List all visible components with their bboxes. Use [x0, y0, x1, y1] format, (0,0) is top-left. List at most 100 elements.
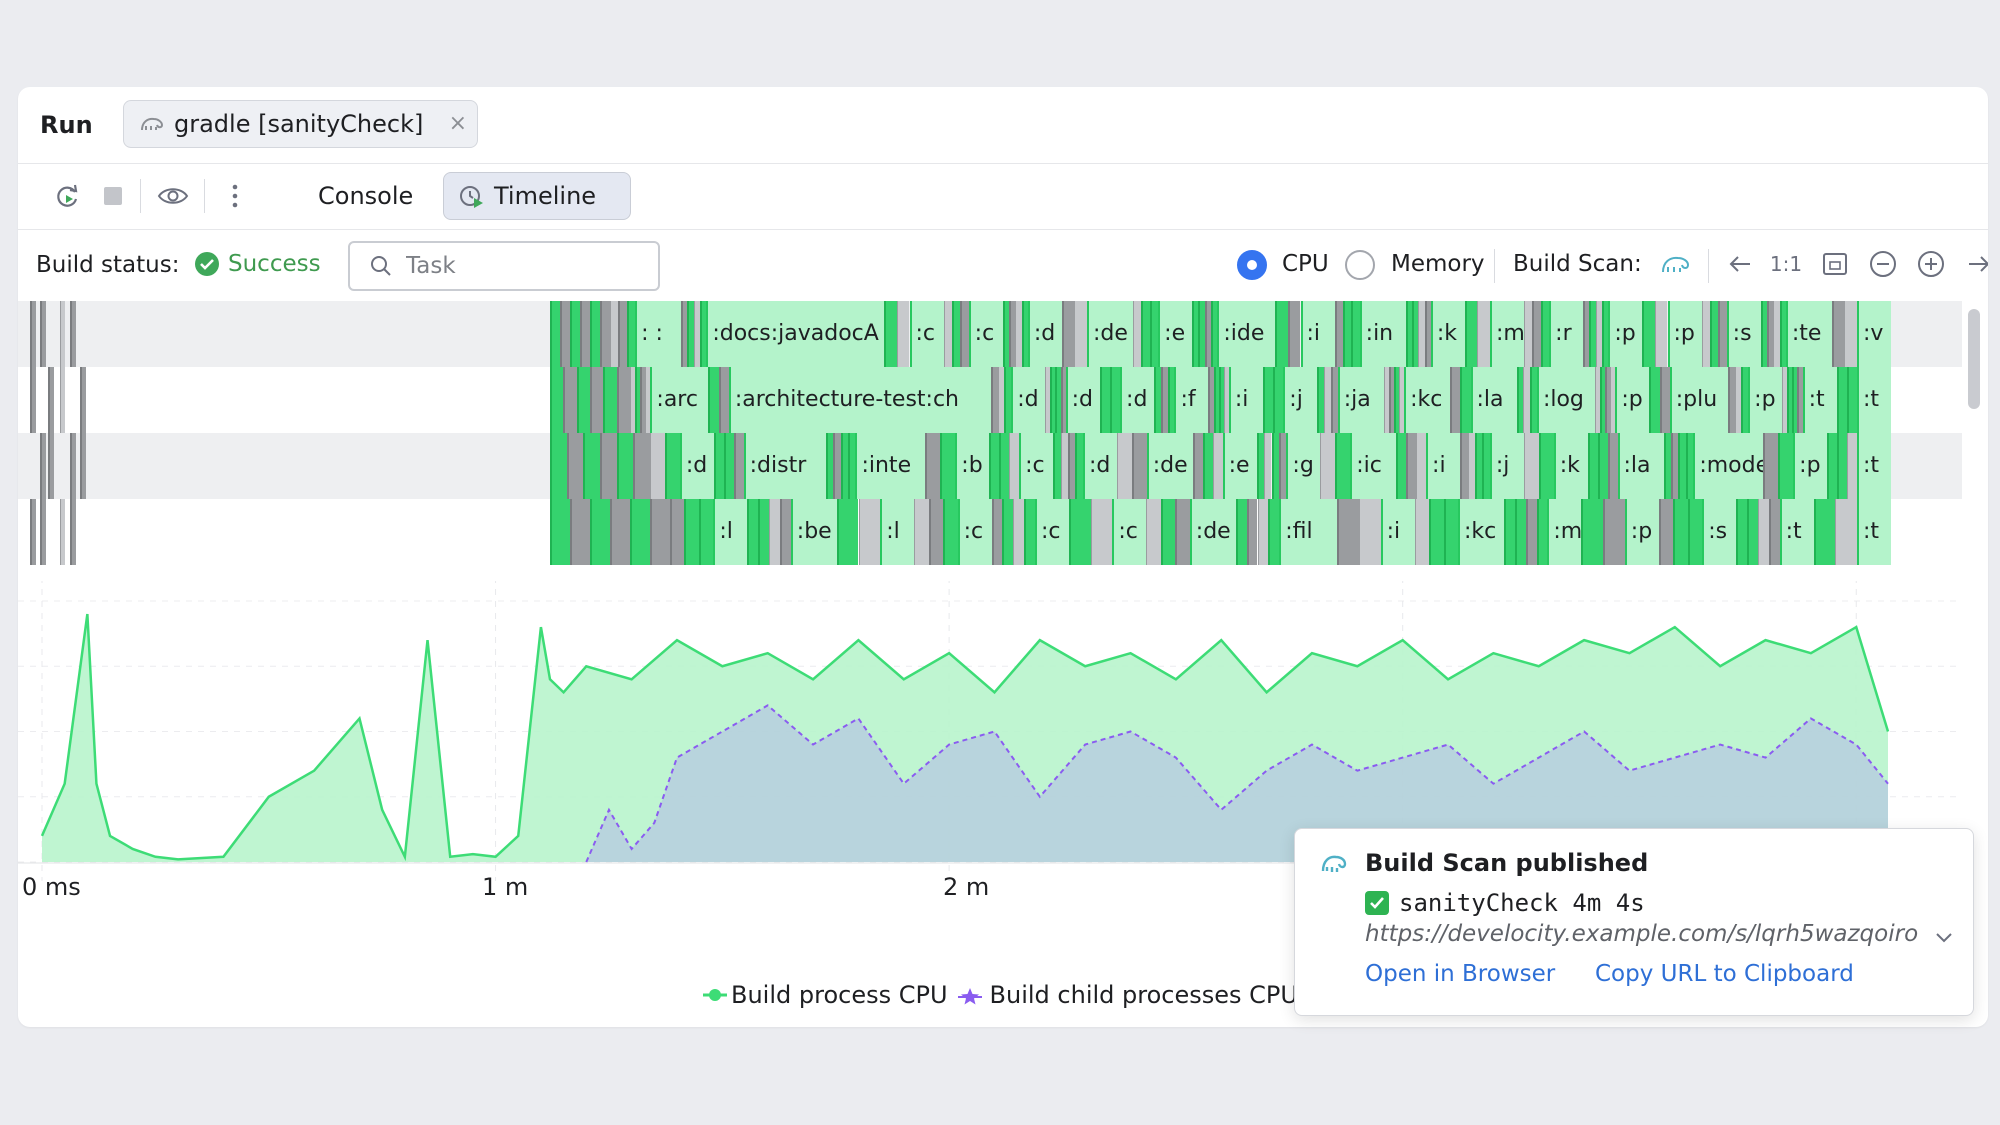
task-bar[interactable]: :f — [1174, 367, 1209, 433]
task-bar[interactable] — [60, 499, 65, 565]
task-bar[interactable]: :inte — [855, 433, 926, 499]
task-bar[interactable]: :la — [1617, 433, 1664, 499]
task-bar[interactable] — [550, 301, 560, 367]
task-bar[interactable] — [1536, 499, 1548, 565]
task-bar[interactable]: :v — [1857, 301, 1891, 367]
task-bar[interactable]: :arc — [650, 367, 709, 433]
task-bar[interactable] — [1061, 301, 1075, 367]
task-bar[interactable] — [1208, 367, 1215, 433]
task-bar[interactable] — [833, 433, 841, 499]
task-bar[interactable] — [1782, 367, 1788, 433]
task-bar[interactable] — [1074, 301, 1087, 367]
task-bar[interactable] — [30, 499, 36, 565]
memory-radio[interactable] — [1345, 250, 1375, 280]
task-bar[interactable] — [1053, 433, 1061, 499]
tab-timeline[interactable]: Timeline — [443, 172, 631, 220]
task-timeline[interactable]: : ::docs:javadocA:c:c:d:de:e:ide:i:in:k:… — [18, 301, 1962, 581]
task-bar[interactable] — [1523, 433, 1539, 499]
task-bar[interactable]: :b — [955, 433, 990, 499]
task-bar[interactable]: :e — [1222, 433, 1257, 499]
task-bar[interactable]: :k — [1430, 301, 1465, 367]
task-bar[interactable] — [1709, 301, 1719, 367]
task-bar[interactable] — [60, 301, 65, 367]
task-bar[interactable] — [550, 433, 567, 499]
task-bar[interactable]: :m — [1490, 301, 1524, 367]
task-bar[interactable] — [1424, 301, 1431, 367]
task-bar[interactable] — [1514, 499, 1526, 565]
task-bar[interactable]: :c — [1035, 499, 1069, 565]
task-bar[interactable] — [1678, 433, 1686, 499]
task-bar[interactable] — [1002, 499, 1014, 565]
task-bar[interactable] — [1109, 367, 1121, 433]
task-bar[interactable]: :d — [1027, 301, 1062, 367]
task-bar[interactable] — [1383, 367, 1389, 433]
task-bar[interactable] — [733, 433, 744, 499]
task-bar[interactable] — [1482, 433, 1490, 499]
task-bar[interactable] — [1416, 433, 1427, 499]
task-bar[interactable]: :de — [1189, 499, 1236, 565]
task-bar[interactable]: :d — [1065, 367, 1100, 433]
task-bar[interactable] — [1211, 301, 1218, 367]
task-bar[interactable] — [1846, 367, 1857, 433]
zoom-in-icon[interactable] — [1914, 247, 1948, 281]
task-bar[interactable] — [700, 301, 707, 367]
task-bar[interactable] — [1831, 301, 1845, 367]
task-bar[interactable] — [1532, 301, 1541, 367]
task-bar[interactable] — [1464, 301, 1478, 367]
task-bar[interactable] — [1212, 433, 1223, 499]
task-bar[interactable]: :distr — [743, 433, 826, 499]
task-bar[interactable] — [1766, 301, 1774, 367]
task-bar[interactable] — [670, 499, 685, 565]
task-bar[interactable]: :l — [713, 499, 748, 565]
task-bar[interactable] — [590, 301, 600, 367]
task-bar[interactable]: :kc — [1404, 367, 1451, 433]
task-bar[interactable] — [30, 301, 36, 367]
stop-icon[interactable] — [96, 179, 130, 213]
task-bar[interactable] — [681, 301, 688, 367]
task-bar[interactable] — [1477, 301, 1490, 367]
task-bar[interactable] — [1594, 367, 1601, 433]
task-bar[interactable] — [779, 499, 791, 565]
task-bar[interactable] — [1192, 433, 1203, 499]
task-bar[interactable] — [723, 433, 734, 499]
task-bar[interactable]: :architecture-test:ch — [728, 367, 991, 433]
task-bar[interactable] — [1649, 367, 1660, 433]
task-bar[interactable] — [1246, 499, 1258, 565]
task-bar[interactable] — [1192, 301, 1199, 367]
task-bar[interactable] — [1396, 433, 1407, 499]
task-bar[interactable] — [1659, 367, 1670, 433]
task-bar[interactable]: :i — [1300, 301, 1335, 367]
task-bar[interactable]: :m — [1547, 499, 1582, 565]
task-bar[interactable] — [1337, 499, 1359, 565]
task-bar[interactable]: :ja — [1337, 367, 1384, 433]
task-bar[interactable] — [848, 433, 856, 499]
task-bar[interactable] — [70, 433, 76, 499]
task-bar[interactable] — [640, 367, 647, 433]
task-bar[interactable]: :p — [1624, 499, 1659, 565]
task-bar[interactable]: :i — [1426, 433, 1461, 499]
task-bar[interactable]: :kc — [1458, 499, 1504, 565]
task-bar[interactable]: : : — [635, 301, 682, 367]
task-bar[interactable] — [1760, 301, 1767, 367]
run-config-tab[interactable]: gradle [sanityCheck] × — [123, 100, 478, 148]
task-bar[interactable] — [1317, 367, 1325, 433]
chevron-down-icon[interactable] — [1935, 925, 1953, 949]
task-bar[interactable] — [580, 301, 590, 367]
task-bar[interactable] — [650, 499, 670, 565]
task-bar[interactable] — [1405, 301, 1412, 367]
task-bar[interactable] — [1736, 499, 1748, 565]
task-bar[interactable] — [684, 499, 699, 565]
task-bar[interactable]: :i — [1380, 499, 1415, 565]
task-bar[interactable] — [960, 301, 969, 367]
task-bar[interactable] — [896, 301, 910, 367]
arrow-right-icon[interactable] — [1962, 247, 1988, 281]
task-bar[interactable] — [1418, 301, 1425, 367]
task-bar[interactable]: :p — [1667, 301, 1702, 367]
task-bar[interactable] — [1268, 499, 1280, 565]
task-bar[interactable]: :c — [957, 499, 992, 565]
task-bar[interactable]: :ic — [1350, 433, 1397, 499]
task-search-field[interactable] — [348, 241, 660, 291]
zoom-actual-button[interactable]: 1:1 — [1769, 252, 1803, 276]
task-bar[interactable] — [1538, 433, 1554, 499]
task-bar[interactable]: :c — [1112, 499, 1147, 565]
